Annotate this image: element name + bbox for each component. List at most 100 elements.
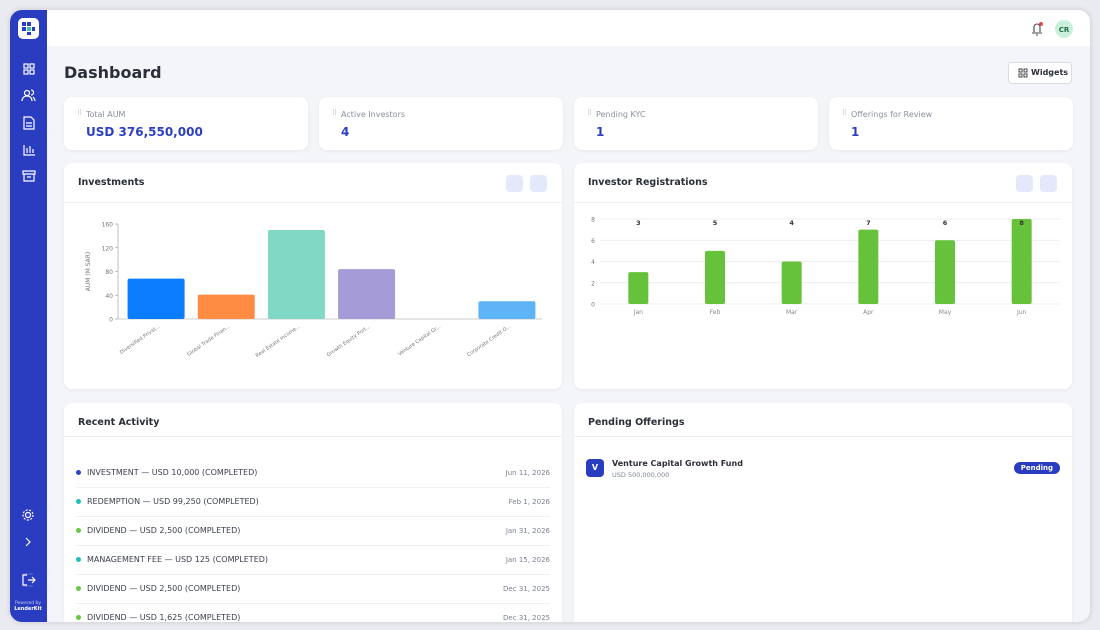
divider	[574, 202, 1072, 203]
activity-text: DIVIDEND — USD 1,625 (COMPLETED)	[87, 613, 241, 622]
status-badge[interactable]: Pending	[1013, 462, 1060, 474]
export-button[interactable]	[1016, 175, 1033, 192]
activity-date: Jan 15, 2026	[505, 556, 550, 564]
expand[interactable]	[25, 537, 31, 547]
y-tick-label: 4	[591, 259, 595, 266]
widgets-icon	[1018, 68, 1028, 78]
export-button[interactable]	[506, 175, 523, 192]
status-dot	[76, 499, 81, 504]
x-tick-label: May	[939, 309, 952, 316]
y-tick-label: 0	[591, 302, 595, 309]
x-tick-label: Jun	[1016, 309, 1027, 316]
activity-date: Dec 31, 2025	[503, 585, 550, 593]
status-dot	[76, 586, 81, 591]
activity-row: DIVIDEND — USD 2,500 (COMPLETED) Dec 31, …	[76, 575, 550, 604]
activity-text: DIVIDEND — USD 2,500 (COMPLETED)	[87, 526, 241, 535]
investments-card: Investments 0 40 80 120 160 AUM (M SAR) Divers…	[64, 163, 562, 389]
activity-row: DIVIDEND — USD 1,625 (COMPLETED) Dec 31, …	[76, 604, 550, 622]
bar	[267, 229, 325, 319]
recent-activity-card: Recent Activity INVESTMENT — USD 10,000 …	[64, 403, 562, 622]
activity-row: DIVIDEND — USD 2,500 (COMPLETED) Jan 31, …	[76, 517, 550, 546]
offering-initial: V	[586, 459, 604, 477]
y-tick-label: 0	[109, 317, 113, 324]
nav-archive[interactable]	[22, 170, 36, 182]
bar	[705, 250, 725, 304]
activity-date: Jun 11, 2026	[505, 469, 550, 477]
drag-handle: ⠿	[77, 109, 83, 117]
activity-text: INVESTMENT — USD 10,000 (COMPLETED)	[87, 468, 258, 477]
value-label: 5	[713, 219, 718, 227]
stat-value: USD 376,550,000	[86, 125, 203, 139]
divider	[64, 202, 562, 203]
status-dot	[76, 615, 81, 620]
card-title: Pending Offerings	[588, 417, 685, 428]
card-title: Recent Activity	[78, 417, 160, 428]
drag-handle: ⠿	[332, 109, 338, 117]
value-label: 6	[943, 219, 948, 227]
x-tick-label: Diversified Privat...	[119, 323, 162, 355]
sidebar: Powered by LenderKit	[10, 10, 47, 622]
y-tick-label: 80	[105, 269, 113, 276]
drag-handle: ⠿	[842, 109, 848, 117]
activity-row: INVESTMENT — USD 10,000 (COMPLETED) Jun 1…	[76, 459, 550, 488]
activity-row: MANAGEMENT FEE — USD 125 (COMPLETED) Jan …	[76, 546, 550, 575]
stat-value: 1	[851, 125, 860, 139]
x-tick-label: Growth Equity Port...	[326, 323, 372, 358]
value-label: 3	[636, 219, 641, 227]
x-tick-label: Jan	[633, 309, 643, 316]
stat-label: Total AUM	[86, 110, 126, 119]
offering-name: Venture Capital Growth Fund	[612, 459, 743, 468]
activity-text: REDEMPTION — USD 99,250 (COMPLETED)	[87, 497, 259, 506]
stat-label: Active Investors	[341, 110, 406, 119]
nav-documents[interactable]	[23, 116, 35, 130]
y-tick-label: 120	[102, 245, 114, 252]
activity-date: Dec 31, 2025	[503, 614, 550, 622]
chart-view-button[interactable]	[530, 175, 547, 192]
stat-value: 4	[341, 125, 350, 139]
nav-investors[interactable]	[21, 89, 36, 102]
y-tick-label: 8	[591, 217, 595, 224]
x-tick-label: Global Trade Finan...	[186, 323, 231, 357]
value-label: 4	[789, 219, 794, 227]
x-tick-label: Apr	[863, 309, 874, 316]
activity-text: DIVIDEND — USD 2,500 (COMPLETED)	[87, 584, 241, 593]
bar	[935, 240, 955, 304]
bar	[858, 229, 879, 304]
stat-card: ⠿ Total AUM USD 376,550,000	[64, 97, 308, 150]
powered-by: Powered by	[15, 600, 41, 606]
top-bar-icons: CR	[1032, 20, 1073, 38]
avatar[interactable]	[1055, 20, 1073, 38]
notifications[interactable]	[1032, 23, 1042, 36]
chart-view-button[interactable]	[1040, 175, 1057, 192]
activity-date: Feb 1, 2026	[508, 498, 550, 506]
bar	[628, 272, 649, 304]
card-title: Investments	[78, 177, 145, 188]
bar	[1011, 219, 1032, 304]
investments-chart: 0 40 80 120 160 AUM (M SAR) Diversified Privat…	[85, 222, 542, 359]
x-tick-label: Corporate Credit O...	[466, 323, 512, 358]
status-dot	[76, 557, 81, 562]
y-tick-label: 6	[591, 238, 595, 245]
widgets-button[interactable]: Widgets	[1008, 62, 1072, 84]
x-tick-label: Mar	[786, 309, 798, 316]
stat-card: ⠿ Active Investors 4	[319, 97, 563, 150]
nav-reports[interactable]	[23, 145, 35, 156]
logout[interactable]	[22, 574, 36, 586]
nav-settings[interactable]	[24, 511, 32, 519]
stat-card: ⠿ Pending KYC 1	[574, 97, 818, 150]
bar	[127, 278, 185, 319]
activity-text: MANAGEMENT FEE — USD 125 (COMPLETED)	[87, 555, 269, 564]
pending-offerings-card: Pending Offerings V Venture Capital Growt…	[574, 403, 1072, 622]
widgets-label: Widgets	[1031, 68, 1069, 77]
stat-label: Pending KYC	[596, 110, 646, 119]
notification-dot	[1039, 22, 1043, 26]
y-tick-label: 40	[105, 293, 113, 300]
nav-dashboard[interactable]	[23, 63, 35, 75]
divider	[574, 436, 1072, 437]
avatar-initials: CR	[1059, 26, 1070, 34]
x-tick-label: Venture Capital Gr...	[397, 323, 442, 357]
y-tick-label: 160	[102, 222, 114, 229]
stat-label: Offerings for Review	[851, 110, 933, 119]
bar	[338, 269, 396, 319]
